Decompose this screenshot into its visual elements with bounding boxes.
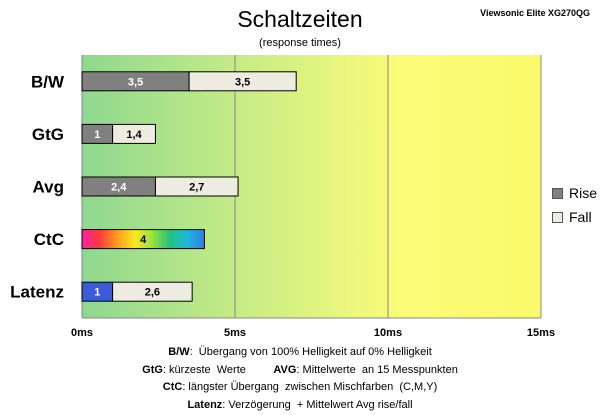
category-label: B/W — [31, 72, 65, 91]
legend-item-rise: Rise — [552, 181, 597, 205]
category-label: CtC — [34, 230, 64, 249]
category-label: Avg — [33, 178, 65, 197]
data-label: 2,7 — [189, 182, 204, 194]
legend-swatch-fall — [552, 211, 563, 223]
footnote-term: CtC — [162, 381, 183, 393]
footnote-line: B/W: Übergang von 100% Helligkeit auf 0%… — [0, 344, 600, 362]
bar-fall — [112, 281, 193, 302]
legend: Rise Fall — [552, 181, 597, 229]
footnotes: B/W: Übergang von 100% Helligkeit auf 0%… — [0, 344, 600, 414]
data-label: 4 — [140, 234, 147, 246]
chart-title: Schaltzeiten — [237, 6, 363, 32]
footnote-line: Latenz: Verzögerung + Mittelwert Avg ris… — [0, 397, 600, 415]
data-label: 1,4 — [126, 129, 142, 141]
x-tick-label: 10ms — [374, 327, 402, 339]
footnote-term: Latenz — [187, 398, 223, 411]
footnote-text: : kürzeste Werte — [162, 363, 274, 376]
footnote-term: AVG — [273, 363, 297, 376]
footnote-term: B/W — [168, 346, 190, 358]
data-label: 2,4 — [111, 182, 127, 194]
footnote-text: : Mittelwerte an 15 Messpunkten — [296, 363, 458, 376]
footnote-line: CtC: längster Übergang zwischen Mischfar… — [0, 379, 600, 397]
x-tick-label: 5ms — [224, 327, 246, 339]
bar-fall — [112, 123, 156, 144]
footnote-text: : längster Übergang zwischen Mischfarben… — [182, 381, 438, 393]
data-label: 1 — [94, 287, 100, 299]
footnote-text: : Verzögerung + Mittelwert Avg rise/fall — [222, 398, 413, 411]
footnote-term: GtG — [142, 363, 163, 376]
bar-fall — [188, 71, 297, 92]
legend-label-rise: Rise — [569, 185, 598, 201]
data-label: 3,5 — [235, 76, 250, 88]
legend-label-fall: Fall — [569, 209, 592, 225]
response-time-chart: 0ms 5ms 10ms 15ms B/W 3,5 3,5 GtG 1 1,4 Avg 2,4 2,7 C… — [10, 55, 555, 339]
legend-swatch-rise — [552, 187, 563, 199]
monitor-model-label: Viewsonic Elite XG270QG — [480, 8, 590, 18]
category-label: GtG — [32, 125, 64, 144]
chart-subtitle: (response times) — [259, 37, 341, 49]
x-tick-label: 0ms — [71, 327, 93, 339]
category-label: Latenz — [10, 283, 64, 302]
data-label: 2,6 — [145, 287, 160, 299]
data-label: 3,5 — [128, 76, 143, 88]
footnote-text: : Übergang von 100% Helligkeit auf 0% He… — [189, 346, 432, 358]
footnote-line: GtG: kürzeste Werte AVG: Mittelwerte an … — [0, 362, 600, 380]
bar-fall — [154, 176, 239, 197]
data-label: 1 — [94, 129, 100, 141]
legend-item-fall: Fall — [552, 205, 597, 229]
x-tick-label: 15ms — [527, 327, 555, 339]
bar-rise — [81, 229, 205, 250]
